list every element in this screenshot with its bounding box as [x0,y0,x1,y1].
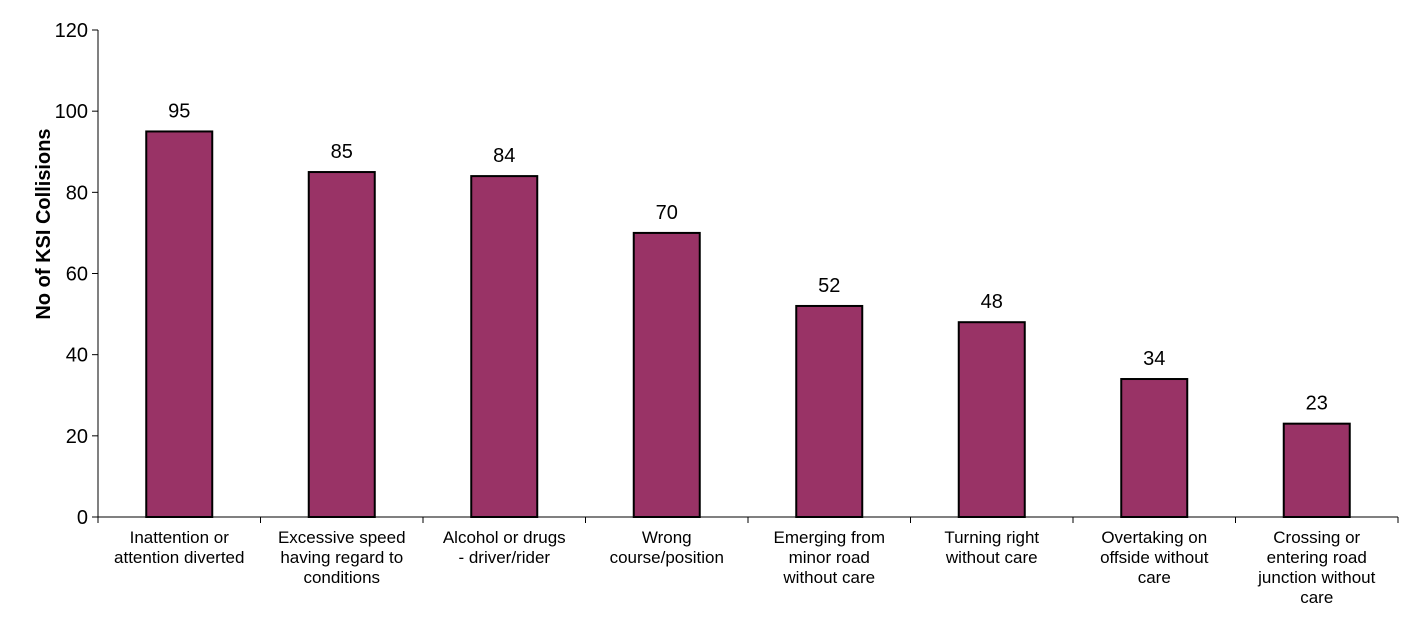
x-category-label: Emerging from minor road without care [774,528,885,587]
y-tick-label: 120 [55,20,88,42]
data-label: 70 [656,202,678,224]
y-tick-label: 100 [55,101,88,123]
x-category-label: Turning right without care [944,528,1039,567]
bar [307,171,376,519]
x-category-label: Overtaking on offside without care [1100,528,1209,587]
y-tick-label: 80 [66,182,88,204]
labels: 95 Inattention or attention diverted 85 Exce… [114,100,1376,607]
bars [145,130,1351,519]
data-label: 95 [168,100,190,122]
data-label: 52 [818,275,840,297]
bar [632,231,701,519]
x-category-label: Excessive speed having regard to condition… [278,528,406,587]
bar [957,321,1026,519]
y-axis-title: No of KSI Collisions [33,128,55,319]
data-label: 84 [493,145,515,167]
x-category-label: Inattention or attention diverted [114,528,244,567]
bar [1282,422,1351,518]
x-category-label: Alcohol or drugs - driver/rider [443,528,566,567]
y-tick-label: 40 [66,345,88,367]
data-label: 23 [1306,393,1328,415]
y-tick-label: 20 [66,426,88,448]
bar [145,130,214,518]
data-label: 48 [981,291,1003,313]
y-tick-label: 0 [77,507,88,529]
bar [470,175,539,518]
bar [1120,378,1189,518]
data-label: 85 [331,141,353,163]
x-category-label: Crossing or entering road junction without… [1257,528,1375,607]
axes: 0 20 40 60 80 100 120 [55,20,1399,529]
y-tick-label: 60 [66,264,88,286]
x-category-label: Wrong course/position [610,528,724,567]
data-label: 34 [1143,348,1165,370]
bar [795,304,864,519]
